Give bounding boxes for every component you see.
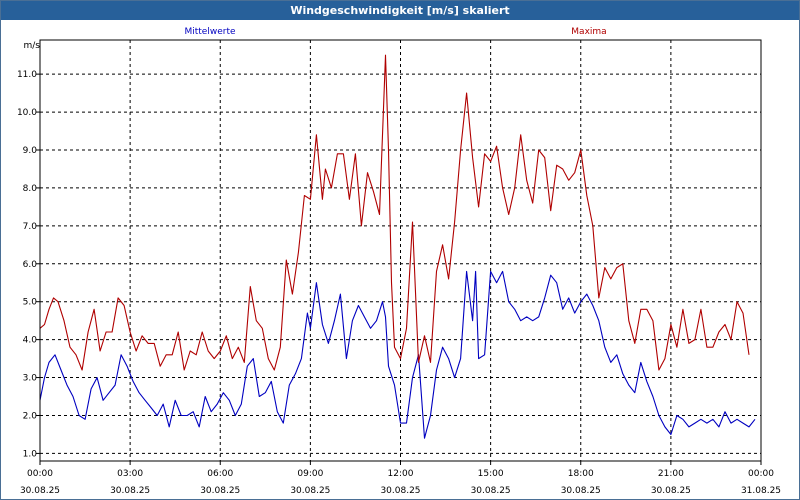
y-tick-label: 4.0 (23, 336, 38, 346)
x-tick-date: 30.08.25 (20, 486, 60, 496)
y-tick-label: 11.0 (17, 70, 37, 80)
x-tick-time: 18:00 (568, 469, 594, 479)
y-tick-label: 7.0 (23, 222, 38, 232)
chart-title: Windgeschwindigkeit [m/s] skaliert (1, 1, 799, 20)
legend-max: Maxima (571, 27, 606, 37)
y-axis-unit-label: m/s (24, 41, 41, 51)
y-tick-label: 1.0 (23, 449, 38, 459)
x-tick-time: 15:00 (478, 469, 504, 479)
x-tick-date: 30.08.25 (380, 486, 420, 496)
y-tick-label: 6.0 (23, 260, 38, 270)
x-tick-date: 30.08.25 (110, 486, 150, 496)
y-tick-label: 9.0 (23, 146, 38, 156)
x-tick-date: 30.08.25 (471, 486, 511, 496)
x-tick-time: 00:00 (748, 469, 774, 479)
y-tick-label: 10.0 (17, 108, 37, 118)
x-tick-date: 30.08.25 (200, 486, 240, 496)
x-tick-time: 09:00 (297, 469, 323, 479)
x-tick-time: 06:00 (207, 469, 233, 479)
series-line-mittelwerte (39, 270, 756, 439)
y-tick-label: 2.0 (23, 411, 38, 421)
y-tick-label: 5.0 (23, 298, 38, 308)
x-tick-time: 21:00 (658, 469, 684, 479)
x-tick-date: 30.08.25 (561, 486, 601, 496)
y-tick-label: 3.0 (23, 374, 38, 384)
legend-mean: Mittelwerte (184, 27, 235, 37)
x-tick-date: 30.08.25 (651, 486, 691, 496)
x-tick-date: 30.08.25 (290, 486, 330, 496)
series-line-maxima (39, 54, 750, 371)
x-tick-time: 00:00 (27, 469, 53, 479)
x-tick-time: 03:00 (117, 469, 143, 479)
y-tick-label: 8.0 (23, 184, 38, 194)
x-tick-time: 12:00 (388, 469, 414, 479)
x-tick-date: 31.08.25 (741, 486, 781, 496)
